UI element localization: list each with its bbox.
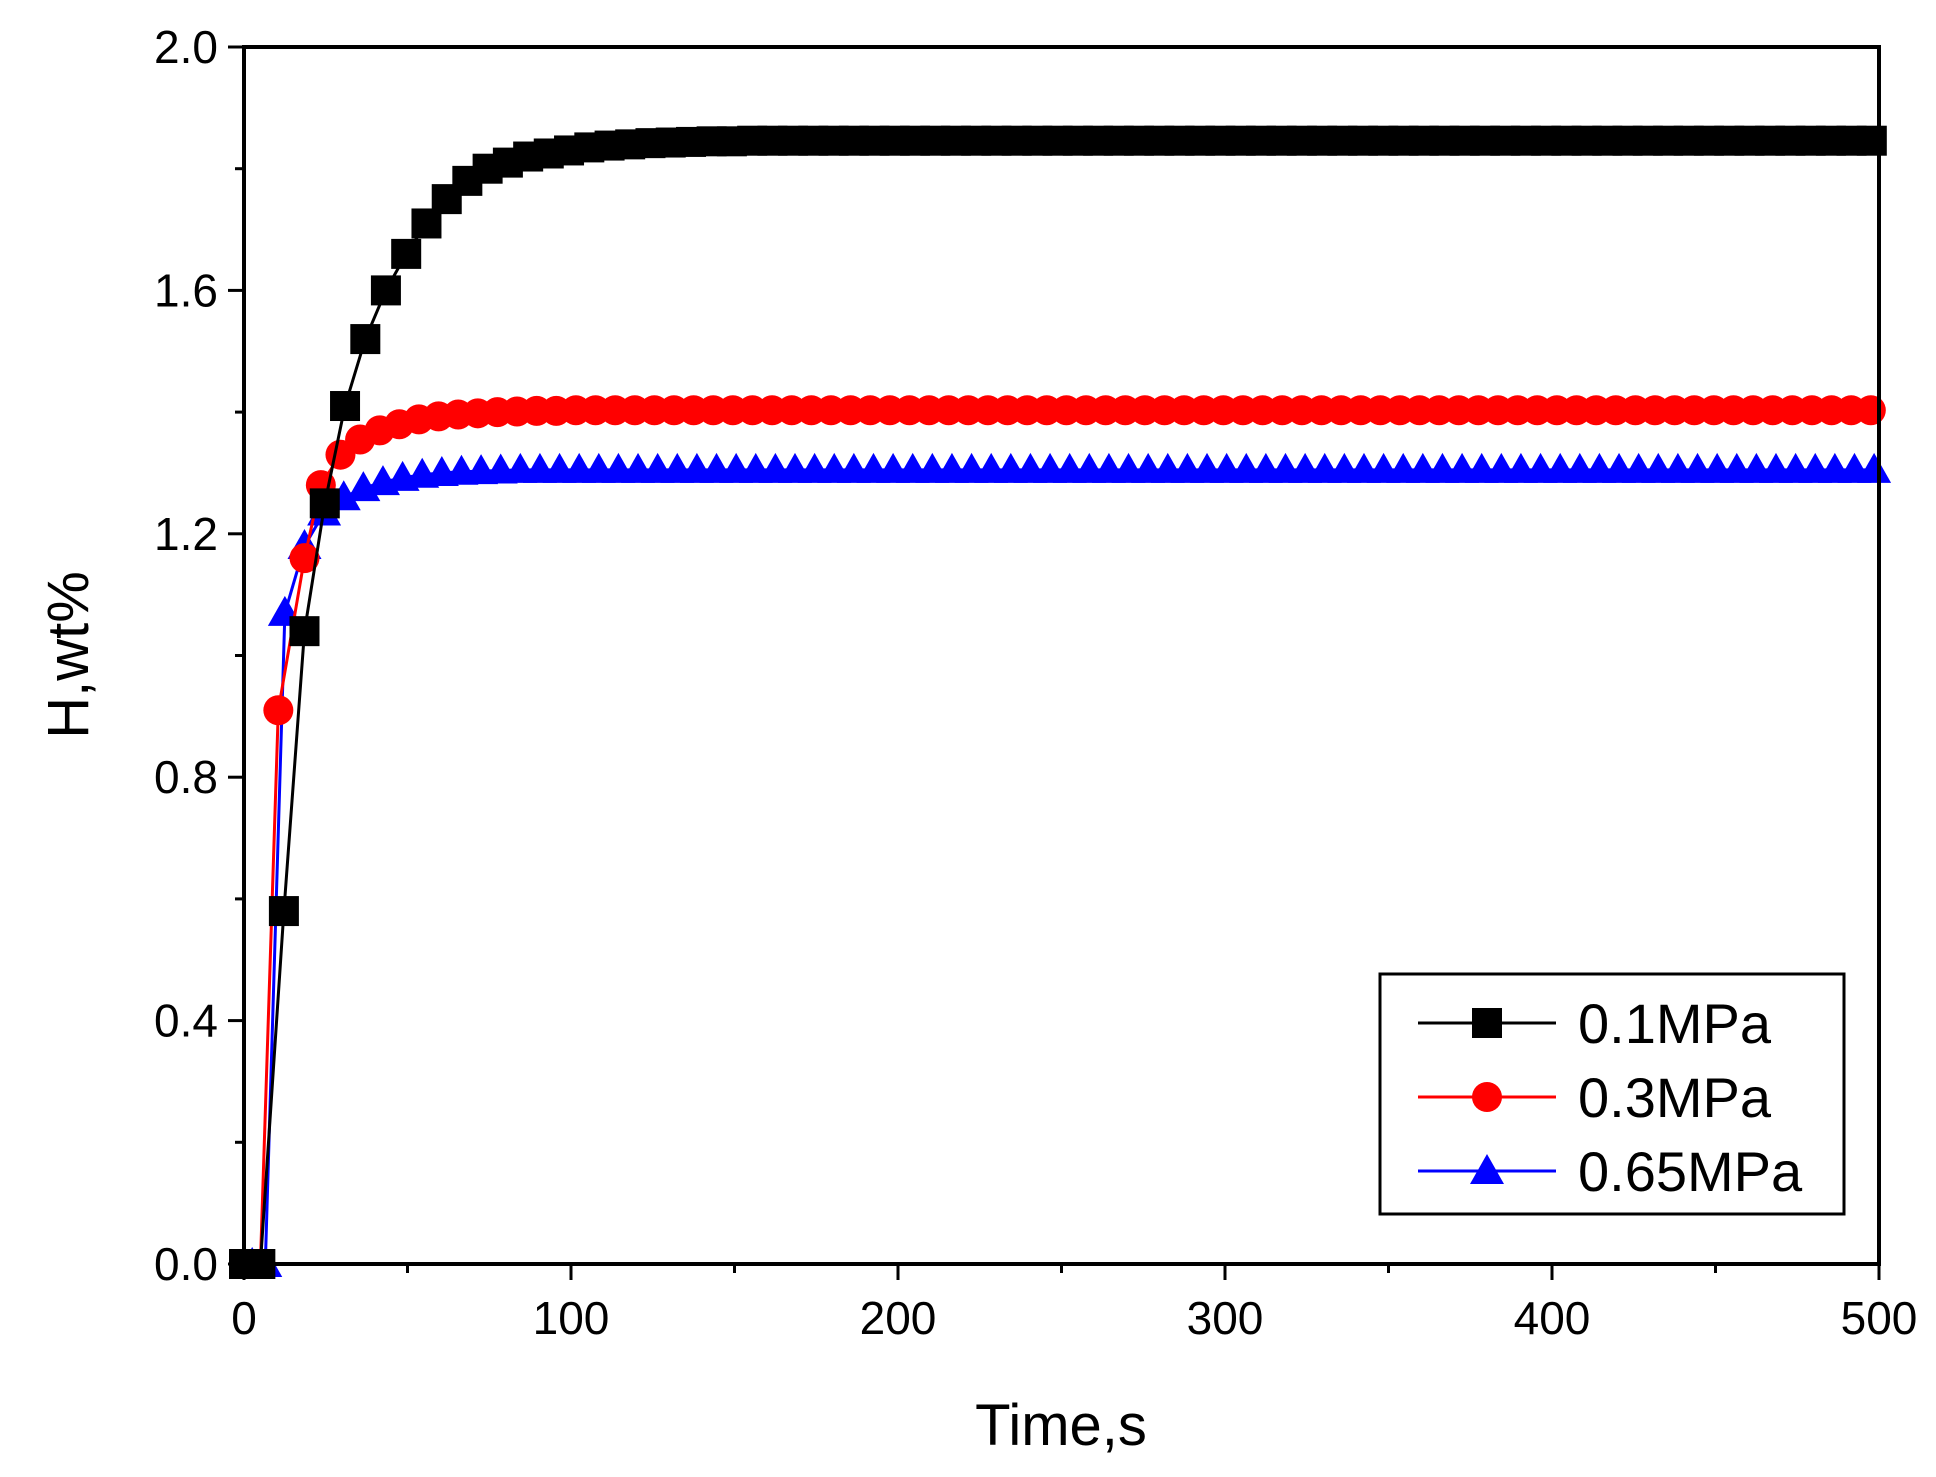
legend-entry: 0.3MPa [1418,1066,1772,1129]
data-point [268,896,299,927]
data-point [1856,125,1887,156]
legend-box [1378,972,1846,1216]
y-axis-title: H,wt% [36,571,101,739]
data-point [1855,395,1886,426]
data-point [289,616,320,647]
data-point [289,543,320,574]
legend-marker [1470,1154,1504,1184]
x-tick-label: 500 [1841,1292,1918,1344]
series-0.3MPa [245,395,1886,1279]
y-tick-label: 0.4 [154,995,218,1047]
x-tick-label: 300 [1187,1292,1264,1344]
y-tick-label: 2.0 [154,21,218,73]
x-tick-label: 200 [860,1292,937,1344]
data-point [350,324,381,355]
x-tick-label: 400 [1514,1292,1591,1344]
axis-ticks [228,45,1881,1280]
x-tick-label: 100 [533,1292,610,1344]
series-layer [229,125,1892,1279]
y-tick-label: 0.8 [154,751,218,803]
legend-label: 0.1MPa [1578,992,1772,1055]
y-tick-label: 1.2 [154,508,218,560]
data-point [263,695,294,726]
x-axis-title: Time,s [975,1393,1147,1458]
legend-label: 0.65MPa [1578,1140,1803,1203]
legend-marker [1472,1008,1502,1038]
data-point [1857,452,1892,483]
data-point [370,275,401,306]
y-tick-label: 1.6 [154,264,218,316]
axis-tick-labels: 0 100 200 300 400 500 0.0 0.4 0.8 1.2 1.6 2.0 [154,21,1917,1344]
legend-label: 0.3MPa [1578,1066,1772,1129]
data-point [309,488,340,519]
y-tick-label: 0.0 [154,1238,218,1290]
series-0.1MPa [229,125,1887,1279]
legend-marker [1472,1082,1502,1112]
legend-entry: 0.1MPa [1418,992,1772,1055]
legend-items: 0.1MPa 0.3MPa 0.65MPa [1418,992,1803,1203]
x-tick-label: 0 [231,1292,257,1344]
legend: 0.1MPa 0.3MPa 0.65MPa [1378,972,1846,1216]
data-point [391,238,422,269]
legend-entry: 0.65MPa [1418,1140,1803,1203]
data-point [330,391,361,422]
